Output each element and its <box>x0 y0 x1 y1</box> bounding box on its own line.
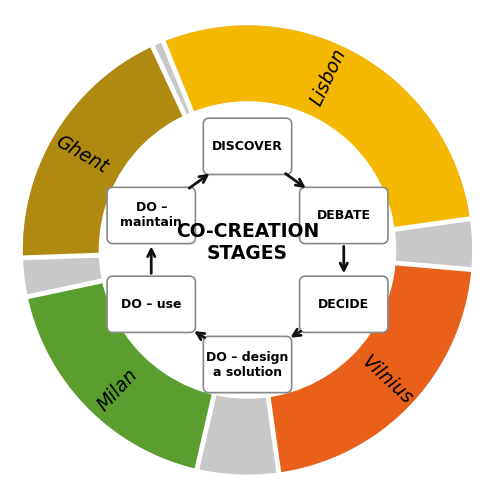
FancyBboxPatch shape <box>203 118 292 174</box>
Text: DISCOVER: DISCOVER <box>212 140 283 153</box>
Text: DO – use: DO – use <box>121 298 182 311</box>
Polygon shape <box>268 263 471 472</box>
Polygon shape <box>23 46 185 258</box>
Polygon shape <box>28 281 214 469</box>
Text: Lisbon: Lisbon <box>307 45 350 108</box>
FancyBboxPatch shape <box>299 188 388 244</box>
Circle shape <box>99 102 396 398</box>
Text: DO –
maintain: DO – maintain <box>120 202 182 230</box>
FancyBboxPatch shape <box>107 188 196 244</box>
Text: CO-CREATION
STAGES: CO-CREATION STAGES <box>176 222 319 263</box>
Polygon shape <box>23 26 472 474</box>
Text: Vilnius: Vilnius <box>358 352 417 408</box>
Polygon shape <box>163 26 470 230</box>
FancyBboxPatch shape <box>107 276 196 332</box>
FancyBboxPatch shape <box>203 336 292 392</box>
Text: DECIDE: DECIDE <box>318 298 369 311</box>
FancyBboxPatch shape <box>299 276 388 332</box>
Text: Ghent: Ghent <box>52 132 111 177</box>
Text: DO – design
a solution: DO – design a solution <box>206 350 289 378</box>
Text: Milan: Milan <box>93 365 141 414</box>
Text: DEBATE: DEBATE <box>317 209 371 222</box>
